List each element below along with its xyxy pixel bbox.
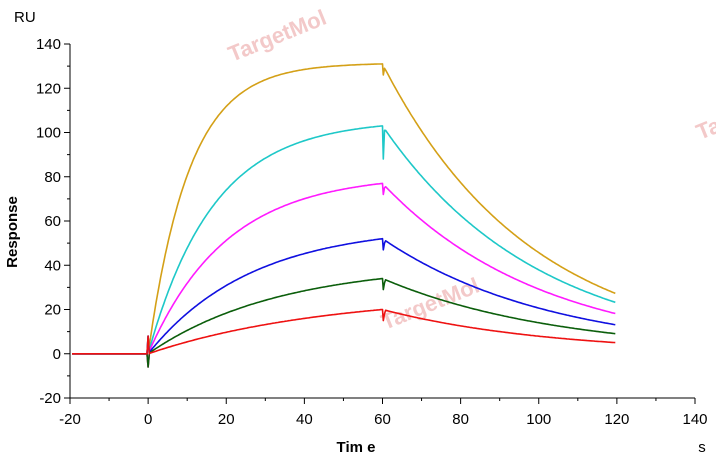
y-axis-title: Response: [4, 196, 21, 268]
x-tick-label: 100: [526, 411, 551, 428]
y-tick-label: 80: [44, 169, 61, 186]
axes: -20 0 20 40 60 80 100 120 140 -20 0 20 40 60 80 100 120 1…: [36, 36, 708, 428]
series-line: [72, 308, 616, 355]
series-line: [72, 182, 616, 368]
watermark-text: Ta: [693, 112, 716, 144]
x-tick-label: -20: [59, 411, 81, 428]
series-layer: [72, 63, 616, 368]
series-line: [72, 63, 616, 368]
x-tick-label: 0: [144, 411, 152, 428]
x-tick-label: 60: [374, 411, 391, 428]
watermark-text: TargetMol: [378, 273, 483, 335]
x-unit-label: s: [698, 439, 706, 456]
series-line: [72, 125, 616, 355]
watermark-text: TargetMol: [225, 5, 330, 67]
y-tick-label: 120: [36, 80, 61, 97]
series-line: [72, 277, 616, 368]
x-tick-label: 20: [218, 411, 235, 428]
y-tick-label: 100: [36, 125, 61, 142]
y-unit-label: RU: [14, 9, 36, 26]
x-tick-label: 80: [452, 411, 469, 428]
x-axis-title: Tim e: [337, 439, 376, 456]
y-tick-label: -20: [39, 390, 61, 407]
y-tick-label: 20: [44, 302, 61, 319]
y-tick-label: 40: [44, 257, 61, 274]
y-tick-label: 140: [36, 36, 61, 53]
x-tick-label: 140: [682, 411, 707, 428]
x-tick-label: 120: [604, 411, 629, 428]
series-line: [72, 237, 616, 355]
y-tick-label: 0: [53, 346, 61, 363]
y-tick-label: 60: [44, 213, 61, 230]
x-tick-label: 40: [296, 411, 313, 428]
